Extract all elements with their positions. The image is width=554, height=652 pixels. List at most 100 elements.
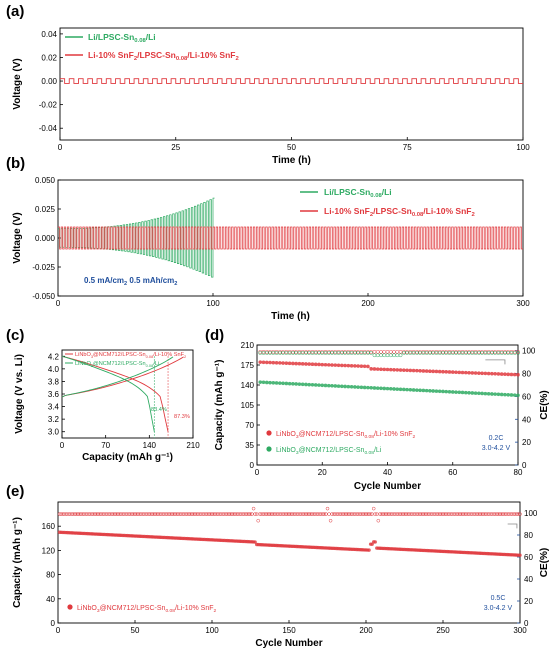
panel-a-y-tick-label: 0.02	[41, 53, 57, 62]
panel-e-y2-tick-label: 20	[524, 597, 533, 606]
panel-d-green-capacity-point	[359, 385, 364, 390]
panel-d-green-capacity-point	[483, 391, 488, 396]
panel-d-green-capacity-point	[264, 380, 269, 385]
panel-d-green-capacity-point	[421, 388, 426, 393]
panel-d-green-capacity-point	[284, 381, 289, 386]
panel-d-green-capacity-point	[304, 382, 308, 387]
panel-d-green-capacity-point	[343, 384, 347, 389]
panel-d-green-ce-point	[369, 351, 374, 355]
panel-e-y-tick-label: 120	[42, 546, 56, 555]
text-part: /Li	[153, 361, 159, 367]
subscript-part: 2	[214, 608, 217, 614]
panel-d-green-capacity-point	[398, 387, 403, 392]
panel-d-green-capacity-point	[490, 392, 494, 396]
panel-c-y-tick-label: 3.2	[48, 415, 60, 424]
panel-a-y-tick-label: -0.04	[39, 124, 58, 133]
panel-d-red-ce-point	[388, 350, 393, 354]
panel-d-green-capacity-point	[310, 383, 315, 387]
panel-a-x-tick-label: 75	[403, 143, 412, 152]
panel-d-green-capacity-point	[336, 384, 341, 388]
panel-d-green-capacity-point	[382, 386, 387, 391]
panel-d-green-ce-point	[395, 353, 400, 358]
panel-d-green-ce-point	[375, 353, 380, 358]
panel-d-red-capacity-point	[441, 369, 445, 374]
panel-d-red-capacity-point	[457, 370, 462, 375]
panel-d-red-capacity-point	[287, 361, 292, 366]
panel-d-red-capacity-point	[490, 371, 494, 376]
panel-d-y2-tick-label: 60	[522, 392, 531, 401]
panel-e-ce-point	[251, 506, 256, 511]
text-part: /Li	[382, 187, 392, 197]
subscript-part: 2	[471, 212, 475, 218]
subscript-part: 0.08	[364, 450, 374, 456]
panel-e-y-tick-label: 80	[46, 571, 55, 580]
panel-d-red-capacity-point	[512, 372, 517, 377]
panel-d-green-ce-point	[516, 351, 520, 355]
panel-d-red-capacity-point	[317, 362, 321, 367]
panel-e-y2-tick-label: 100	[524, 509, 538, 518]
panel-e-ce-arrow	[507, 523, 518, 529]
panel-d-red-capacity-point	[323, 362, 328, 367]
subscript-part: 2	[235, 56, 239, 62]
subscript-part: 3	[91, 354, 93, 359]
panel-d-red-capacity-point	[278, 361, 282, 365]
panel-d-green-ce-point	[388, 353, 393, 358]
panel-e-y2-tick-label: 60	[524, 553, 533, 562]
panel-d-green-capacity-point	[340, 384, 344, 389]
panel-d-red-capacity-point	[395, 368, 400, 372]
panel-d-red-capacity-point	[402, 368, 406, 372]
subscript-part: 0.08	[176, 56, 188, 62]
panel-d-green-capacity-point	[326, 383, 331, 388]
panel-e-x-tick-label: 100	[205, 626, 219, 635]
panel-d-red-capacity-point	[516, 372, 520, 377]
panel-c-x-tick-label: 0	[60, 441, 65, 450]
panel-b-x-tick-label: 300	[516, 299, 530, 308]
panel-e-y2-tick-label: 40	[524, 575, 533, 584]
panel-c-annotation-green: 83.4%	[151, 407, 167, 413]
panel-d-red-capacity-point	[450, 370, 455, 374]
panel-d-legend-green-text: LiNbO3@NCM712/LPSC-Sn0.08/Li	[276, 447, 382, 456]
panel-e-ylabel: Capacity (mAh g⁻¹)	[12, 517, 23, 608]
panel-d-red-capacity-point	[503, 372, 507, 376]
panel-d-red-capacity-point	[415, 368, 419, 373]
panel-d-green-capacity-point	[278, 381, 282, 385]
panel-e-ce-point	[516, 512, 521, 516]
panel-a-ylabel: Voltage (V)	[12, 58, 23, 109]
panel-b-xlabel: Time (h)	[271, 311, 310, 322]
panel-d-green-capacity-point	[486, 391, 491, 396]
panel-d-green-capacity-point	[405, 387, 409, 392]
panel-d-green-capacity-point	[317, 383, 321, 387]
panel-e-x-tick-label: 50	[131, 626, 140, 635]
panel-e-y2label: CE(%)	[539, 548, 550, 577]
panel-e-y-tick-label: 40	[46, 595, 55, 604]
panel-d-red-capacity-point	[271, 360, 276, 365]
subscript-part: 3	[91, 363, 93, 368]
panel-d-ylabel: Capacity (mAh g⁻¹)	[214, 360, 225, 451]
panel-e-capacity-point	[373, 540, 377, 544]
panel-d-red-capacity-point	[379, 367, 383, 372]
panel-d-red-capacity-point	[346, 363, 351, 368]
panel-c-series-green-discharge	[61, 355, 155, 432]
panel-d-green-capacity-point	[323, 383, 328, 388]
text-part: LiNbO	[276, 447, 296, 454]
panel-c-ylabel: Voltage (V vs. Li)	[14, 354, 25, 434]
panel-d-green-capacity-point	[307, 382, 312, 387]
panel-d-red-capacity-point	[447, 370, 452, 374]
panel-e-ce-point	[256, 518, 260, 523]
panel-b-y-tick-label: -0.050	[32, 292, 55, 301]
panel-d-xlabel: Cycle Number	[354, 481, 421, 492]
panel-e-rate: 0.5C	[491, 595, 506, 602]
panel-d-red-ce-point	[379, 350, 383, 354]
panel-d-green-capacity-point	[392, 387, 396, 391]
panel-d-green-capacity-point	[294, 382, 298, 386]
panel-b-y-tick-label: 0.050	[35, 176, 56, 185]
panel-b-x-tick-label: 200	[361, 299, 375, 308]
panel-d-y2label: CE(%)	[539, 390, 550, 419]
panel-d-red-capacity-point	[340, 363, 344, 368]
panel-d-red-ce-point	[392, 350, 396, 354]
panel-a-xlabel: Time (h)	[272, 155, 311, 166]
panel-c-x-tick-label: 70	[101, 441, 110, 450]
text-part: Li/LPSC-Sn	[324, 187, 370, 197]
panel-d-red-capacity-point	[343, 363, 347, 368]
panel-d-red-capacity-point	[398, 368, 403, 372]
